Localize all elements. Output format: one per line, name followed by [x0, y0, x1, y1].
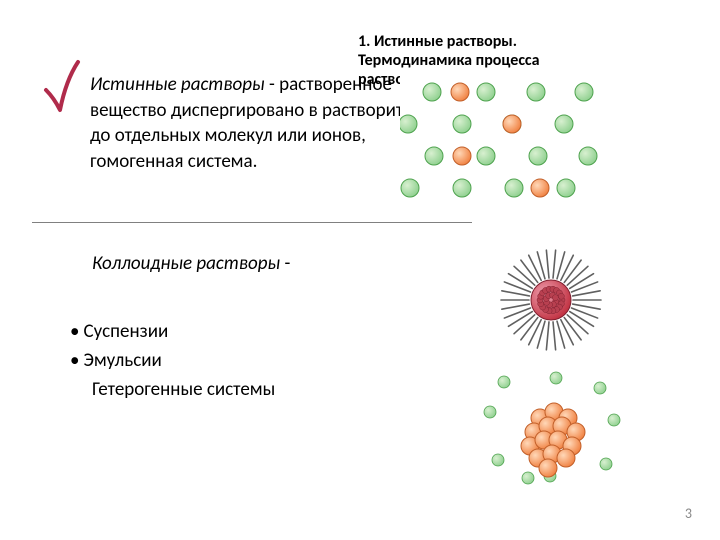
colloid-term: Коллоидные растворы [92, 252, 280, 275]
diagram-true-solution [400, 72, 600, 202]
colloid-suffix: - [280, 252, 290, 275]
divider [32, 222, 472, 223]
list-item: Суспензии [70, 318, 168, 347]
slide: 1. Истинные растворы. Термодинамика проц… [0, 0, 720, 540]
list-item: Эмульсии [70, 347, 168, 376]
true-solutions-term: Истинные растворы [90, 73, 265, 96]
page-number: 3 [685, 505, 692, 522]
hetero-text: Гетерогенные системы [92, 378, 275, 401]
bullet-list: Суспензии Эмульсии [70, 318, 168, 375]
colloid-title: Коллоидные растворы - [92, 252, 290, 275]
header-line-2: Термодинамика процесса [358, 51, 540, 70]
true-solutions-text: Истинные растворы - растворенное веществ… [90, 72, 450, 175]
diagram-colloid-micelle [476, 240, 626, 360]
checkmark-icon [42, 56, 82, 120]
header-line-1: 1. Истинные растворы. [358, 32, 517, 51]
diagram-suspension [476, 368, 626, 488]
